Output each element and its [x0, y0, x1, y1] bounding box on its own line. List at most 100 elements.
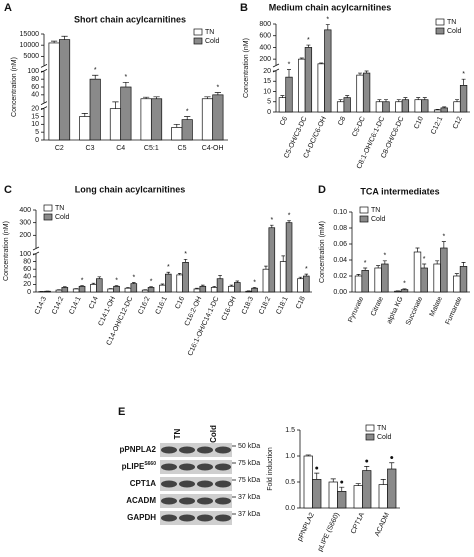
- bar: [459, 266, 468, 293]
- blot-strip: [160, 494, 232, 508]
- blot-band: [197, 480, 213, 488]
- error-bar: [81, 113, 88, 117]
- error-bar: [183, 258, 188, 263]
- significance-mark: *: [217, 84, 220, 91]
- blot-band: [197, 463, 213, 471]
- blot-row-name: pPNPLA2: [120, 445, 157, 454]
- error-bar: [389, 462, 395, 469]
- bar: [262, 268, 270, 293]
- blot-band: [179, 497, 195, 505]
- blot-row-name: CPT1A: [130, 479, 156, 488]
- bar: [297, 278, 304, 293]
- legend-swatch: [193, 37, 203, 45]
- bar: [353, 485, 363, 509]
- bar: [210, 287, 218, 293]
- error-bar: [435, 108, 440, 110]
- x-tick-label: C5-DC: [351, 116, 366, 138]
- bar: [245, 290, 252, 293]
- y-tick-label: 0.04: [333, 257, 347, 264]
- y-tick-label: 60: [23, 266, 31, 273]
- significance-mark: *: [423, 256, 426, 263]
- y-tick-label: 0.0: [285, 505, 295, 512]
- legend-label: Cold: [205, 38, 220, 45]
- blot-band: [161, 514, 177, 522]
- y-axis-label: Concentration (nM): [11, 57, 18, 117]
- error-bar: [50, 40, 58, 43]
- blot-strip: [160, 477, 232, 491]
- bar: [378, 484, 388, 509]
- y-tick-label: 100: [19, 251, 31, 258]
- y-tick-label: 0.06: [333, 241, 347, 248]
- error-bar: [364, 466, 370, 471]
- error-bar: [112, 101, 119, 109]
- error-bar: [299, 57, 304, 60]
- error-bar: [304, 273, 309, 277]
- bar: [394, 290, 402, 293]
- x-tick-label: C18: [295, 296, 307, 311]
- error-bar: [264, 265, 268, 270]
- significance-mark: *: [326, 16, 329, 23]
- y-tick-label: 20: [31, 106, 39, 113]
- y-tick-label: 40: [23, 274, 31, 281]
- axis-break: [40, 106, 48, 111]
- blot-band: [179, 514, 195, 522]
- y-tick-label: 20: [23, 281, 31, 288]
- blot-row-label: pLIPES660: [122, 461, 157, 471]
- x-tick-label: C18:3: [241, 296, 255, 316]
- bar: [147, 287, 155, 293]
- bar: [317, 63, 325, 113]
- error-bar: [319, 62, 324, 64]
- error-bar: [422, 97, 427, 100]
- blot-kda-label: 50 kDa: [238, 443, 260, 450]
- blot-kda-label: 75 kDa: [238, 460, 260, 467]
- error-bar: [91, 282, 96, 285]
- x-tick-label: C12:1: [430, 116, 444, 136]
- bar: [440, 107, 448, 113]
- error-bar: [204, 96, 211, 99]
- blot-row-label: ACADM: [126, 496, 156, 505]
- y-tick-label: 400: [19, 207, 31, 214]
- error-bar: [314, 472, 320, 480]
- y-tick-label: 10: [263, 88, 271, 95]
- legend-label: Cold: [55, 214, 70, 221]
- significance-mark: *: [150, 279, 153, 286]
- error-bar: [132, 282, 136, 284]
- legend-swatch: [365, 433, 375, 441]
- x-tick-label: pPNPLA2: [297, 512, 316, 543]
- error-bar: [281, 255, 285, 262]
- x-tick-label: Malate: [429, 296, 444, 318]
- y-tick-label: 15: [263, 78, 271, 85]
- bar: [420, 267, 428, 293]
- error-bar: [402, 288, 407, 290]
- x-tick-label: C14:2: [51, 296, 65, 316]
- error-bar: [63, 286, 67, 288]
- bar: [89, 78, 101, 141]
- x-tick-label: CPT1A: [350, 511, 366, 535]
- y-tick-label: 0.5: [285, 479, 295, 486]
- legend-label: TN: [205, 29, 214, 36]
- bar: [72, 288, 80, 293]
- y-tick-label: 5000: [23, 53, 39, 60]
- error-bar: [97, 276, 102, 279]
- bar: [176, 274, 183, 293]
- bar: [312, 479, 322, 509]
- axis-break: [32, 246, 40, 251]
- blot-strip: [160, 443, 232, 457]
- bar: [120, 86, 132, 141]
- significance-mark: *: [270, 217, 273, 224]
- x-tick-label: C14:3: [34, 296, 48, 316]
- blot-band: [179, 480, 195, 488]
- bar: [141, 289, 149, 293]
- error-bar: [153, 96, 160, 99]
- y-tick-label: 200: [19, 232, 31, 239]
- y-tick-label: 200: [259, 56, 271, 63]
- bar: [304, 47, 313, 113]
- error-bar: [298, 276, 303, 279]
- blot-row-name: pLIPE: [122, 462, 145, 471]
- bar: [285, 76, 293, 113]
- y-axis-label: Concentration (mM): [319, 221, 326, 283]
- axis-break: [272, 68, 280, 73]
- significance-mark: *: [288, 61, 291, 68]
- bar: [362, 72, 371, 113]
